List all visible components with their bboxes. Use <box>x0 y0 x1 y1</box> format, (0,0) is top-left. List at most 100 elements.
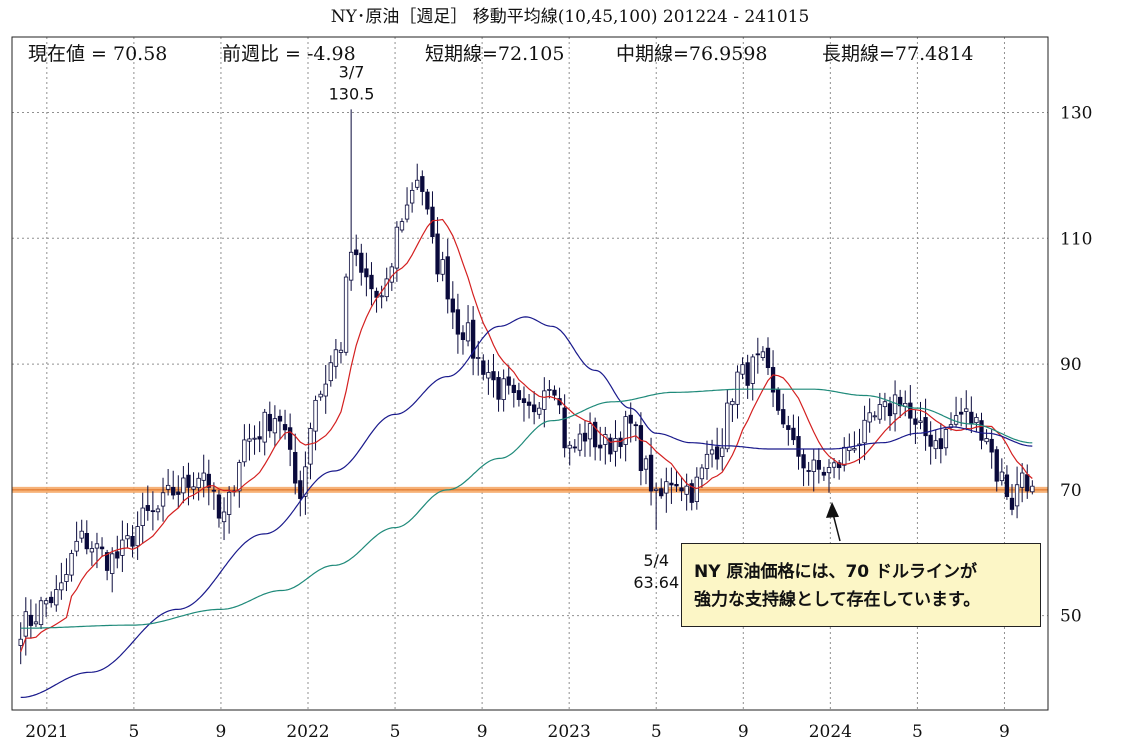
candle-body <box>379 295 384 298</box>
support-arrow <box>826 501 841 542</box>
candle-body <box>49 596 54 604</box>
candle <box>176 475 181 509</box>
candle <box>699 464 705 488</box>
candle <box>679 477 684 502</box>
annotation-value: 63.64 <box>633 573 679 592</box>
candle <box>786 415 791 446</box>
x-tick-label: 9 <box>477 722 488 742</box>
annotation-date: 5/4 <box>643 551 669 570</box>
candle-body <box>755 353 760 356</box>
candle <box>343 273 349 356</box>
candle <box>59 562 64 600</box>
candle-body <box>633 424 638 427</box>
candle <box>567 440 572 466</box>
candle <box>669 467 674 504</box>
candle <box>150 491 156 531</box>
candle-body <box>303 466 308 497</box>
candle-body <box>221 511 227 523</box>
candle-body <box>598 444 603 449</box>
candle-body <box>801 454 806 469</box>
candle <box>450 281 455 330</box>
candle <box>897 389 903 418</box>
candle <box>328 355 333 387</box>
moving-averages <box>20 218 1033 699</box>
candle-body <box>887 403 893 417</box>
candle-body <box>1004 474 1010 497</box>
candle-body <box>913 418 918 425</box>
plot-frame <box>11 36 1049 711</box>
candle <box>125 523 130 548</box>
candle-body <box>318 393 323 398</box>
candle <box>704 440 710 480</box>
candle-body <box>979 420 984 441</box>
candle <box>770 350 776 408</box>
candle <box>298 470 303 517</box>
candle-body <box>638 425 644 471</box>
candle-body <box>181 477 186 494</box>
candle-body <box>211 489 217 492</box>
candle <box>638 412 644 486</box>
candle <box>364 252 369 297</box>
candle <box>303 451 308 515</box>
long-ma-value: 長期線=77.4814 <box>822 43 974 65</box>
candle <box>262 408 267 456</box>
candle <box>333 338 339 379</box>
candle-body <box>99 546 105 550</box>
candle <box>409 182 415 213</box>
candle-body <box>608 437 613 455</box>
candle <box>648 437 654 506</box>
candle <box>455 293 461 354</box>
candle <box>115 535 120 569</box>
candle <box>496 371 501 412</box>
candle-body <box>287 427 293 450</box>
candle-body <box>750 356 755 384</box>
candle <box>826 459 832 493</box>
candle <box>165 468 171 496</box>
candle-body <box>831 462 837 468</box>
candle <box>323 365 328 414</box>
candle-body <box>247 438 252 442</box>
candle-body <box>1025 474 1030 492</box>
candle <box>923 398 928 451</box>
candle <box>226 486 232 534</box>
candle <box>796 416 801 470</box>
candle-body <box>59 582 64 591</box>
candle <box>338 342 344 364</box>
candle-body <box>511 384 516 393</box>
candle-body <box>735 371 740 405</box>
candle-body <box>938 438 943 450</box>
y-tick-label: 90 <box>1060 355 1082 375</box>
candle <box>587 412 593 457</box>
candle <box>1014 466 1020 519</box>
candle <box>765 337 771 376</box>
candle-body <box>674 483 679 487</box>
candle-body <box>892 394 898 415</box>
candle-body <box>684 485 689 495</box>
candle-body <box>328 362 333 382</box>
candle-body <box>933 440 938 450</box>
candle-body <box>775 389 781 411</box>
candle <box>659 478 664 499</box>
candle-body <box>33 621 39 625</box>
candle-body <box>409 189 415 204</box>
candle <box>379 285 384 309</box>
candle <box>216 490 222 528</box>
candle <box>989 429 994 469</box>
candle-body <box>165 484 171 490</box>
candle <box>999 458 1004 486</box>
candle-body <box>191 486 196 490</box>
candle-body <box>643 458 649 470</box>
x-tick-label: 2022 <box>286 722 329 742</box>
candle-body <box>150 510 156 513</box>
candle <box>598 426 603 461</box>
candle-body <box>720 447 725 457</box>
candle <box>155 505 161 521</box>
y-tick-label: 70 <box>1060 481 1082 501</box>
candle-body <box>110 553 115 574</box>
candle <box>852 431 857 453</box>
candle <box>28 599 34 639</box>
candle-body <box>613 438 618 452</box>
candle <box>186 462 191 506</box>
candle-body <box>79 530 84 539</box>
candle-body <box>455 309 461 335</box>
